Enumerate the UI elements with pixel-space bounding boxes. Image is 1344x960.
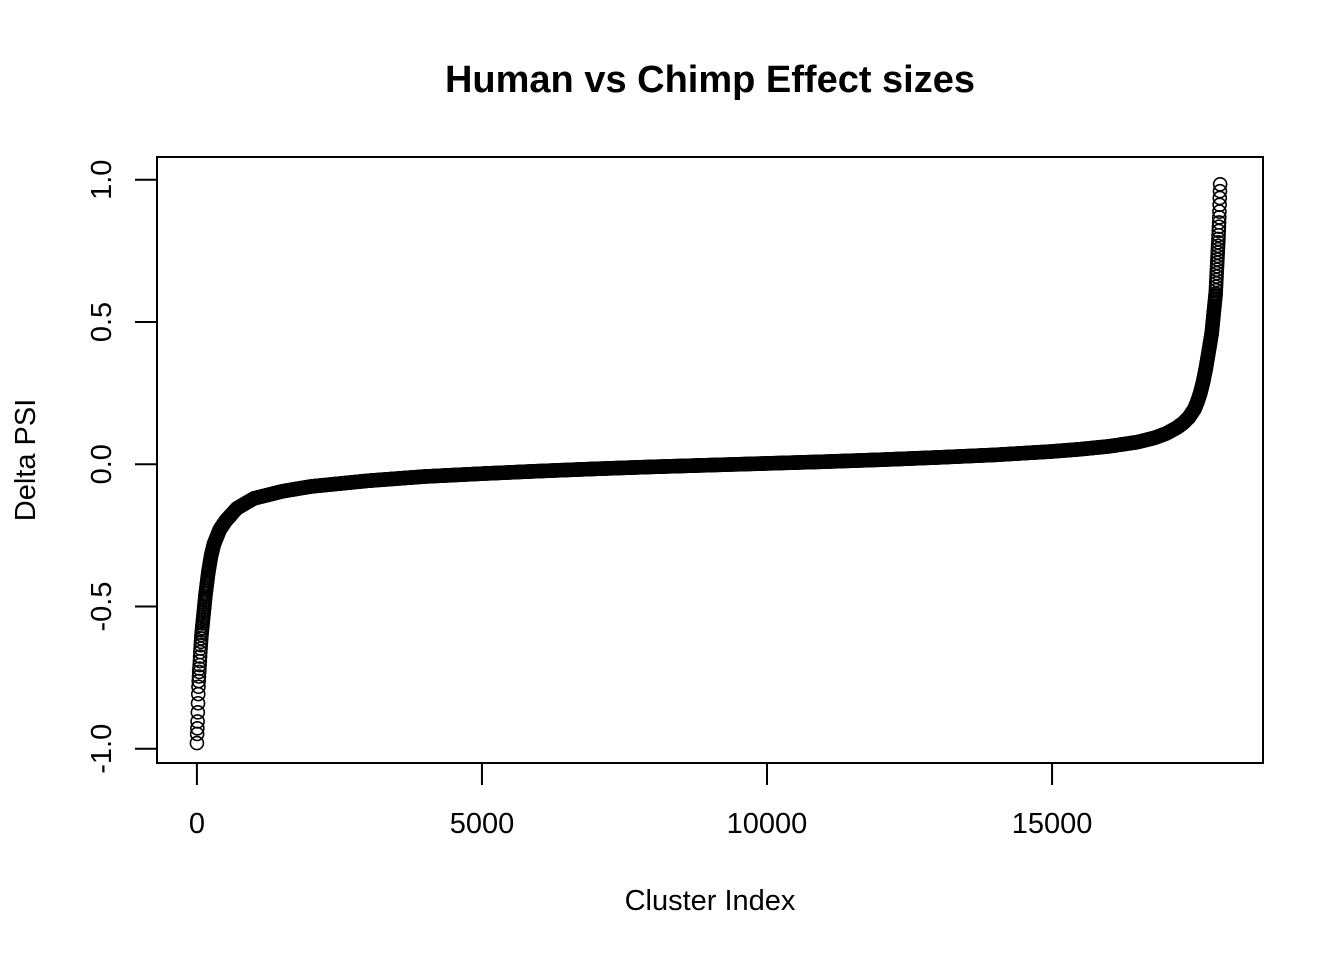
- data-point: [189, 735, 205, 751]
- data-point: [190, 695, 206, 711]
- data-point: [191, 669, 207, 684]
- data-points: [189, 177, 1228, 751]
- x-tick-label: 0: [189, 808, 205, 840]
- y-tick-label: 1.0: [86, 160, 118, 200]
- x-axis-label: Cluster Index: [625, 885, 796, 917]
- x-tick-label: 10000: [727, 808, 808, 840]
- x-axis: 0 5000 10000 15000: [189, 762, 1093, 840]
- x-tick-label: 5000: [450, 808, 515, 840]
- x-tick-label: 15000: [1012, 808, 1093, 840]
- data-point: [1212, 177, 1228, 192]
- data-point: [192, 649, 208, 664]
- y-tick-label: 0.0: [86, 444, 118, 484]
- chart-title: Human vs Chimp Effect sizes: [445, 59, 975, 101]
- y-axis-label: Delta PSI: [10, 399, 42, 522]
- data-point: [1211, 219, 1227, 234]
- y-tick-label: -1.0: [86, 724, 118, 774]
- data-point: [190, 705, 206, 720]
- y-axis: -1.0 -0.5 0.0 0.5 1.0: [86, 160, 158, 774]
- y-tick-label: -0.5: [86, 582, 118, 632]
- data-point: [190, 714, 205, 729]
- data-point: [190, 720, 205, 736]
- data-point: [1212, 183, 1228, 199]
- data-point: [191, 679, 206, 695]
- data-point: [1211, 215, 1227, 230]
- y-tick-label: 0.5: [86, 302, 118, 342]
